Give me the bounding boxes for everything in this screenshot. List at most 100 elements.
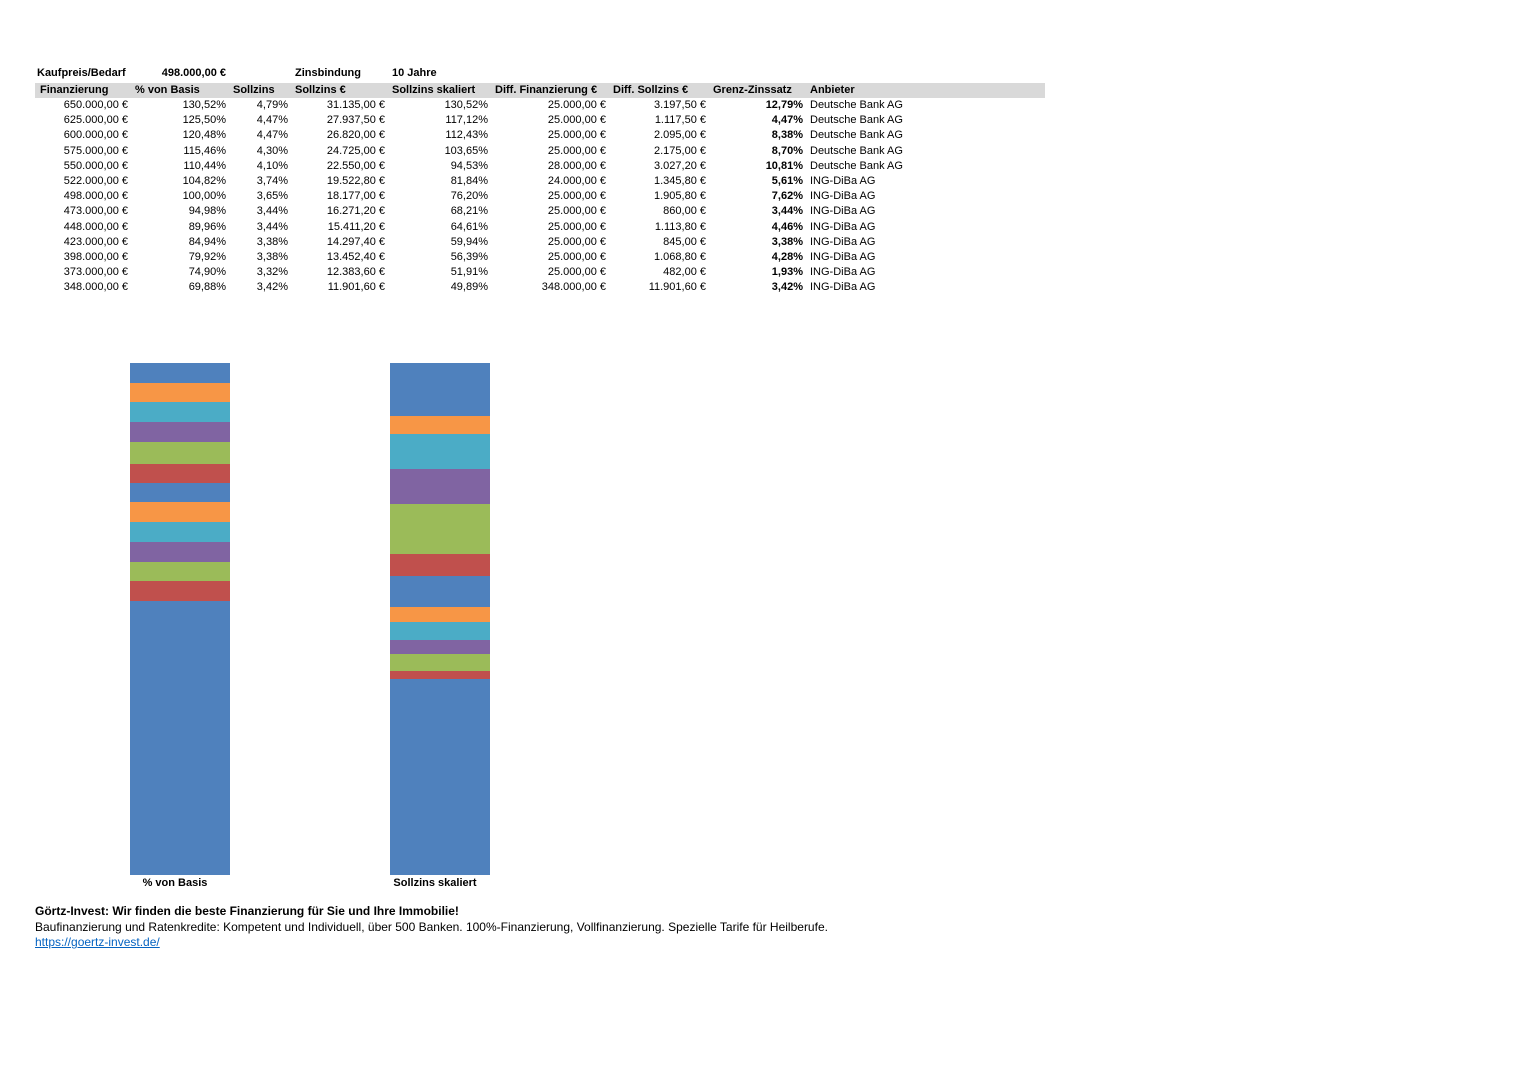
table-cell: 59,94% bbox=[450, 235, 488, 248]
table-cell: ING-DiBa AG bbox=[810, 190, 876, 203]
table-cell: 522.000,00 € bbox=[63, 174, 128, 187]
bar-segment bbox=[390, 576, 490, 608]
bar-segment bbox=[390, 415, 490, 435]
zinsbindung-value: 10 Jahre bbox=[392, 66, 437, 79]
table-cell: Deutsche Bank AG bbox=[810, 114, 903, 127]
table-cell: 2.095,00 € bbox=[654, 129, 706, 142]
bar-segment bbox=[390, 434, 490, 469]
table-cell: 19.522,80 € bbox=[326, 174, 385, 187]
table-cell: 1.117,50 € bbox=[654, 114, 706, 127]
table-row: 575.000,00 € 115,46% 4,30% 24.725,00 € 103,6… bbox=[35, 144, 1045, 159]
table-cell: 3,38% bbox=[256, 235, 288, 248]
table-cell: 4,79% bbox=[256, 99, 288, 111]
table-cell: 13.452,40 € bbox=[326, 250, 385, 263]
table-cell: 3,74% bbox=[256, 174, 288, 187]
column-header: Finanzierung bbox=[40, 83, 109, 96]
bar-segment bbox=[130, 502, 230, 523]
table-cell: 14.297,40 € bbox=[326, 235, 385, 248]
table-cell: 103,65% bbox=[444, 144, 488, 157]
table-cell: ING-DiBa AG bbox=[810, 220, 876, 233]
table-cell: 25.000,00 € bbox=[547, 99, 606, 111]
table-cell: 120,48% bbox=[182, 129, 226, 142]
table-cell: 8,70% bbox=[771, 144, 803, 157]
bar-segment bbox=[390, 621, 490, 640]
footer-description: Baufinanzierung und Ratenkredite: Kompet… bbox=[35, 919, 828, 934]
bar-segment bbox=[130, 402, 230, 423]
table-cell: 12.383,60 € bbox=[326, 266, 385, 279]
table-row: 448.000,00 € 89,96% 3,44% 15.411,20 € 64,61%… bbox=[35, 220, 1045, 235]
table-cell: 51,91% bbox=[450, 266, 488, 279]
table-row: 522.000,00 € 104,82% 3,74% 19.522,80 € 81,84… bbox=[35, 174, 1045, 189]
table-cell: 76,20% bbox=[450, 190, 488, 203]
bar-segment bbox=[130, 363, 230, 383]
bar-segment bbox=[130, 581, 230, 601]
table-cell: 81,84% bbox=[450, 174, 488, 187]
table-row: 650.000,00 € 130,52% 4,79% 31.135,00 € 130,5… bbox=[35, 98, 1045, 113]
table-cell: 498.000,00 € bbox=[63, 190, 128, 203]
table-cell: 56,39% bbox=[450, 250, 488, 263]
table-cell: 1.113,80 € bbox=[654, 220, 706, 233]
bar-segment bbox=[390, 504, 490, 555]
table-cell: 3,42% bbox=[771, 281, 803, 294]
bar-segment bbox=[130, 541, 230, 562]
column-header: Sollzins bbox=[233, 83, 275, 96]
table-cell: 1.068,80 € bbox=[654, 250, 706, 263]
table-cell: 64,61% bbox=[450, 220, 488, 233]
column-header: Anbieter bbox=[810, 83, 855, 96]
bar-segment bbox=[390, 554, 490, 577]
bar-segment bbox=[130, 382, 230, 403]
footer: Görtz-Invest: Wir finden die beste Finan… bbox=[35, 904, 828, 951]
table-cell: 4,30% bbox=[256, 144, 288, 157]
table-cell: 448.000,00 € bbox=[63, 220, 128, 233]
table-cell: ING-DiBa AG bbox=[810, 250, 876, 263]
table-cell: 28.000,00 € bbox=[547, 159, 606, 172]
table-cell: 423.000,00 € bbox=[63, 235, 128, 248]
table-cell: 3,44% bbox=[256, 205, 288, 218]
bar-segment bbox=[390, 679, 490, 875]
table-cell: 125,50% bbox=[182, 114, 226, 127]
table-cell: 115,46% bbox=[183, 144, 226, 157]
table-cell: ING-DiBa AG bbox=[810, 281, 876, 294]
table-cell: 3.027,20 € bbox=[654, 159, 706, 172]
table-cell: Deutsche Bank AG bbox=[810, 159, 903, 172]
column-header: Sollzins skaliert bbox=[392, 83, 476, 96]
bar-segment bbox=[130, 463, 230, 483]
table-cell: 112,43% bbox=[445, 129, 488, 142]
table-row: 600.000,00 € 120,48% 4,47% 26.820,00 € 112,4… bbox=[35, 128, 1045, 143]
table-cell: Deutsche Bank AG bbox=[810, 129, 903, 142]
finance-table: Kaufpreis/Bedarf 498.000,00 € Zinsbindun… bbox=[35, 66, 1045, 295]
kaufpreis-value: 498.000,00 € bbox=[161, 66, 226, 79]
table-cell: 68,21% bbox=[450, 205, 488, 218]
bar-segment bbox=[130, 441, 230, 464]
column-header: Diff. Sollzins € bbox=[613, 83, 689, 96]
table-row: 373.000,00 € 74,90% 3,32% 12.383,60 € 51,91%… bbox=[35, 265, 1045, 280]
table-cell: 8,38% bbox=[771, 129, 803, 142]
table-cell: 3,38% bbox=[256, 250, 288, 263]
table-cell: 22.550,00 € bbox=[326, 159, 385, 172]
table-cell: 550.000,00 € bbox=[63, 159, 128, 172]
table-cell: 25.000,00 € bbox=[547, 144, 606, 157]
bar-segment bbox=[130, 600, 230, 875]
table-cell: 27.937,50 € bbox=[326, 114, 385, 127]
table-cell: 398.000,00 € bbox=[63, 250, 128, 263]
table-cell: 25.000,00 € bbox=[547, 235, 606, 248]
table-cell: 11.901,60 € bbox=[648, 281, 706, 294]
table-cell: 3,38% bbox=[771, 235, 803, 248]
table-cell: 24.000,00 € bbox=[547, 174, 606, 187]
table-cell: 625.000,00 € bbox=[63, 114, 128, 127]
table-cell: 69,88% bbox=[188, 281, 226, 294]
table-cell: 117,12% bbox=[445, 114, 488, 127]
table-cell: 25.000,00 € bbox=[547, 114, 606, 127]
table-cell: 25.000,00 € bbox=[547, 220, 606, 233]
table-row: 398.000,00 € 79,92% 3,38% 13.452,40 € 56,39%… bbox=[35, 250, 1045, 265]
table-cell: 12,79% bbox=[765, 99, 803, 111]
table-cell: 11.901,60 € bbox=[327, 281, 385, 294]
summary-row: Kaufpreis/Bedarf 498.000,00 € Zinsbindun… bbox=[35, 66, 1045, 81]
table-cell: 1.345,80 € bbox=[654, 174, 706, 187]
table-cell: 49,89% bbox=[450, 281, 488, 294]
table-cell: 348.000,00 € bbox=[541, 281, 606, 294]
table-cell: 94,53% bbox=[450, 159, 488, 172]
table-row: 423.000,00 € 84,94% 3,38% 14.297,40 € 59,94%… bbox=[35, 235, 1045, 250]
footer-link[interactable]: https://goertz-invest.de/ bbox=[35, 935, 160, 949]
